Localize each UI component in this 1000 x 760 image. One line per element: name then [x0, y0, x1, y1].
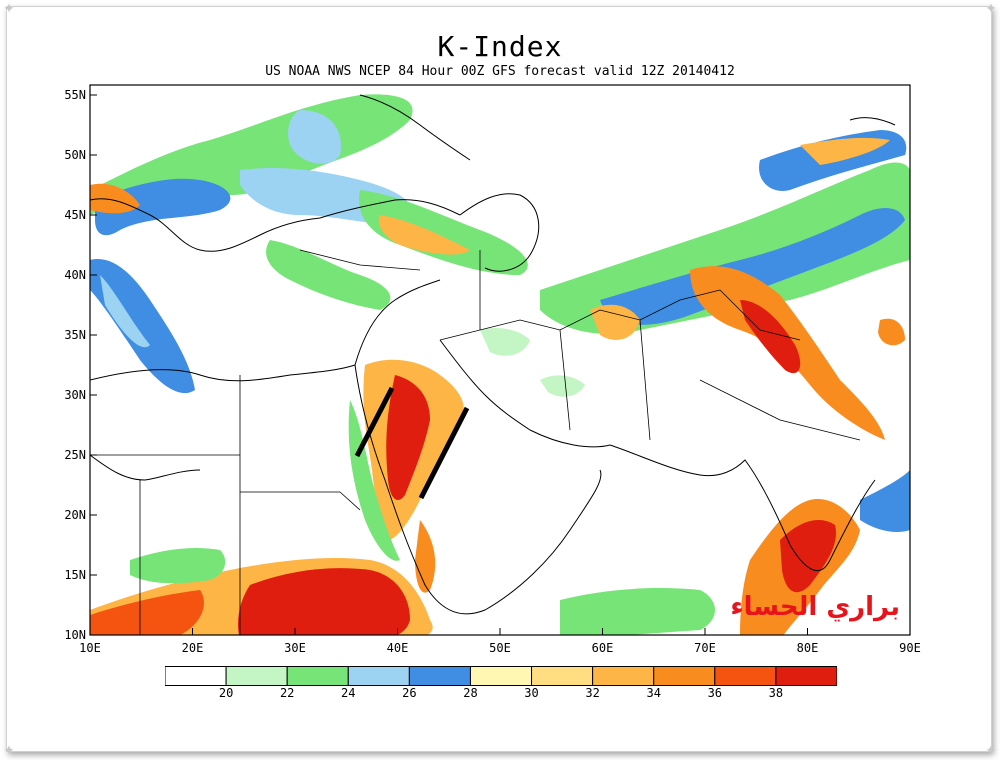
latitude-axis: 55N 50N 45N 40N 35N 30N 25N 20N 15N 10N [64, 88, 97, 642]
chart-subtitle: US NOAA NWS NCEP 84 Hour 00Z GFS forecas… [265, 64, 735, 79]
latitude-label: 50N [64, 148, 86, 162]
longitude-label: 40E [387, 641, 409, 655]
chart-title: K-Index [437, 30, 563, 63]
legend-label: 32 [585, 686, 600, 700]
latitude-label: 35N [64, 328, 86, 342]
frame-corner-ornament: ✦ [985, 1, 997, 17]
frame-corner-ornament: ✦ [3, 743, 15, 759]
legend-swatch [653, 666, 716, 686]
coastlines [90, 94, 896, 615]
legend-label: 36 [707, 686, 723, 700]
legend-label: 28 [463, 686, 478, 700]
latitude-label: 30N [64, 388, 86, 402]
legend-swatch [469, 666, 533, 686]
legend-swatch [225, 666, 288, 686]
longitude-label: 80E [797, 641, 819, 655]
annotation-line-east [418, 406, 470, 500]
longitude-axis: 10E 20E 30E 40E 50E 60E 70E 80E 90E [79, 628, 921, 655]
latitude-label: 10N [64, 628, 86, 642]
legend-label: 30 [524, 686, 539, 700]
longitude-label: 20E [182, 641, 204, 655]
legend-swatch [165, 666, 227, 686]
latitude-label: 25N [64, 448, 86, 462]
k-index-shading [90, 94, 910, 635]
legend-swatch [347, 666, 410, 686]
legend-swatch [714, 666, 777, 686]
longitude-label: 50E [489, 641, 511, 655]
legend-label: 22 [279, 686, 295, 700]
legend-label: 20 [218, 686, 234, 700]
legend-label: 24 [341, 686, 356, 700]
legend-swatch [408, 666, 471, 686]
legend-label: 26 [402, 686, 417, 700]
legend-swatch [286, 666, 349, 686]
longitude-label: 30E [284, 641, 306, 655]
legend-swatch [775, 666, 837, 686]
watermark-text: براري الحساء [730, 592, 900, 622]
legend-swatch [592, 666, 655, 686]
country-borders [90, 249, 861, 635]
legend-swatch [531, 666, 594, 686]
latitude-label: 20N [64, 508, 86, 522]
legend-label: 34 [646, 686, 661, 700]
latitude-label: 45N [64, 208, 86, 222]
frame-corner-ornament: ✦ [985, 743, 997, 759]
latitude-label: 55N [64, 88, 86, 102]
longitude-label: 60E [592, 641, 614, 655]
latitude-label: 40N [64, 268, 86, 282]
legend-label: 38 [768, 686, 784, 700]
longitude-label: 70E [694, 641, 716, 655]
latitude-label: 15N [64, 568, 86, 582]
longitude-label: 90E [899, 641, 921, 655]
frame-corner-ornament: ✦ [3, 1, 15, 17]
color-legend [165, 666, 837, 686]
annotation-line-west [354, 386, 395, 458]
longitude-label: 10E [79, 641, 101, 655]
